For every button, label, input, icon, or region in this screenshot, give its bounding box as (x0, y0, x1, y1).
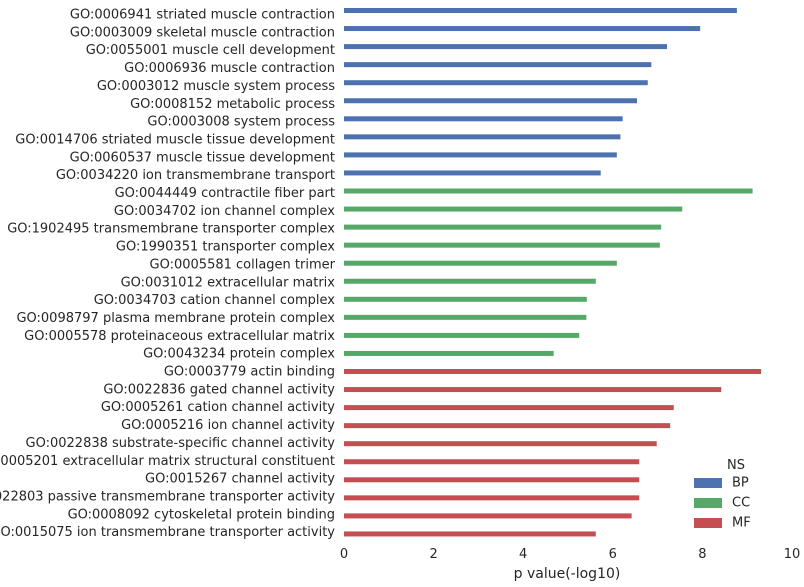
bar-bp (344, 134, 621, 140)
bar-bp (344, 8, 737, 13)
bar-bp (344, 170, 601, 176)
category-label: GO:0006941 striated muscle contraction (70, 8, 335, 23)
category-label: GO:0005578 proteinaceous extracellular m… (24, 329, 335, 344)
category-label: GO:0014706 striated muscle tissue develo… (15, 132, 335, 147)
category-label: GO:0022838 substrate-specific channel ac… (26, 436, 336, 451)
category-label: GO:0044449 contractile fiber part (115, 186, 335, 201)
bar-mf (344, 513, 632, 519)
category-label: GO:0098797 plasma membrane protein compl… (16, 311, 335, 326)
category-label: GO:0003008 system process (147, 115, 335, 130)
category-label: GO:0008092 cytoskeletal protein binding (68, 507, 335, 522)
category-label: GO:0055001 muscle cell development (86, 43, 335, 58)
category-label: GO:0022803 passive transmembrane transpo… (0, 489, 335, 504)
x-tick-label: 4 (519, 547, 527, 562)
category-label: GO:1902495 transmembrane transporter com… (7, 222, 335, 237)
category-label: GO:0003012 muscle system process (97, 79, 335, 94)
bar-bp (344, 26, 701, 32)
category-label: GO:0034703 cation channel complex (94, 293, 336, 308)
bar-bp (344, 116, 623, 122)
bar-bp (344, 152, 617, 158)
x-tick-label: 6 (609, 547, 617, 562)
bar-cc (344, 224, 662, 230)
category-label: GO:0006936 muscle contraction (124, 61, 335, 76)
bar-mf (344, 423, 671, 429)
x-tick-label: 2 (429, 547, 437, 562)
bar-cc (344, 332, 580, 338)
legend: NS BP CC MF (694, 458, 751, 531)
category-label: GO:0005216 ion channel activity (121, 418, 335, 433)
bar-cc (344, 206, 683, 212)
category-label: GO:0031012 extracellular matrix (121, 275, 336, 290)
category-label: GO:0008152 metabolic process (130, 97, 335, 112)
category-label: GO:0034702 ion channel complex (114, 204, 335, 219)
x-tick-label: 8 (698, 547, 706, 562)
bar-bp (344, 62, 652, 68)
legend-title: NS (727, 458, 745, 473)
legend-swatch-cc (694, 498, 722, 508)
category-label: GO:0005261 cation channel activity (101, 400, 335, 415)
x-axis-label: p value(-log10) (514, 566, 621, 582)
category-label: GO:0043234 protein complex (143, 347, 335, 362)
bar-cc (344, 296, 587, 302)
bar-cc (344, 350, 554, 356)
bar-mf (344, 369, 762, 374)
legend-swatch-bp (694, 478, 722, 488)
category-label: GO:0034220 ion transmembrane transport (56, 168, 335, 183)
bar-mf (344, 387, 722, 393)
bar-cc (344, 188, 753, 194)
bar-cc (344, 278, 596, 284)
bar-bp (344, 98, 637, 104)
legend-label-cc: CC (732, 496, 750, 511)
bar-mf (344, 477, 640, 483)
bar-bp (344, 80, 648, 86)
bar-cc (344, 314, 587, 320)
bar-mf (344, 495, 640, 501)
category-label: GO:0060537 muscle tissue development (70, 150, 335, 165)
category-label: GO:0003779 actin binding (164, 365, 335, 380)
category-labels: GO:0006941 striated muscle contraction GO… (0, 8, 336, 541)
bar-mf (344, 459, 640, 465)
category-label: GO:0005581 collagen trimer (150, 257, 336, 272)
bars (344, 8, 762, 537)
category-label: GO:0005201 extracellular matrix structur… (0, 454, 335, 469)
x-axis-ticks: 0 2 4 6 8 10 (340, 547, 800, 562)
bar-bp (344, 44, 668, 50)
category-label: GO:0015267 channel activity (145, 472, 335, 487)
category-label: GO:0003009 skeletal muscle contraction (70, 25, 335, 40)
category-label: GO:0022836 gated channel activity (103, 382, 335, 397)
bar-mf (344, 405, 674, 411)
bar-cc (344, 242, 660, 248)
bar-mf (344, 531, 596, 537)
legend-swatch-mf (694, 518, 722, 528)
legend-label-bp: BP (732, 476, 749, 491)
category-label: GO:1990351 transporter complex (116, 240, 335, 255)
bar-mf (344, 441, 657, 447)
bar-cc (344, 260, 617, 266)
category-label: GO:0015075 ion transmembrane transporter… (0, 525, 335, 540)
x-tick-label: 10 (784, 547, 801, 562)
x-tick-label: 0 (340, 547, 348, 562)
legend-label-mf: MF (732, 516, 751, 531)
